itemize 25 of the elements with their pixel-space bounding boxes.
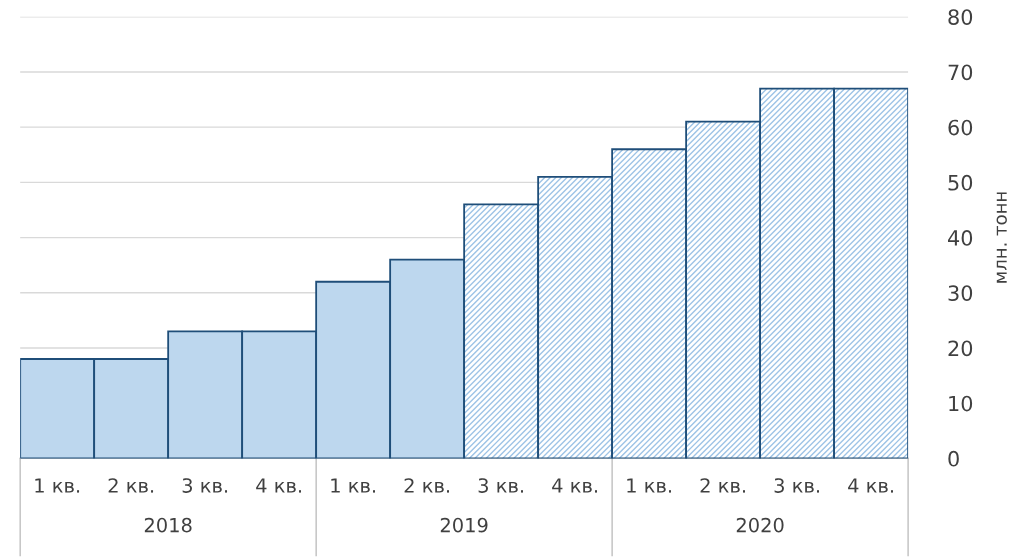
- y-tick-label: 50: [948, 174, 973, 191]
- x-tick-label: 2 кв.: [700, 478, 745, 493]
- x-tick-label: 3 кв.: [478, 478, 524, 493]
- y-tick-label: 60: [948, 119, 973, 136]
- x-tick-label: 1 кв.: [35, 478, 80, 493]
- x-tick-label: 4 кв.: [552, 478, 597, 493]
- y-tick-label: 30: [948, 285, 973, 301]
- text: 2018: [144, 517, 192, 533]
- y-tick-label: 40: [948, 230, 973, 246]
- x-tick-label: 3 кв.: [182, 478, 228, 493]
- x-tick-label: 4 кв.: [256, 478, 302, 493]
- y-tick-label: 0: [948, 450, 959, 467]
- x-tick-label: 3 кв.: [774, 478, 819, 493]
- y-axis-title: млн. тонн: [996, 192, 1007, 283]
- y-tick-label: 20: [948, 340, 973, 357]
- text: 2020: [736, 517, 784, 533]
- x-tick-label: 2 кв.: [404, 478, 450, 493]
- y-tick-label: 10: [949, 395, 973, 412]
- x-tick-label: 1 кв.: [627, 478, 671, 493]
- x-tick-label: 4 кв.: [848, 478, 893, 493]
- x-tick-label: 1 кв.: [331, 478, 376, 493]
- text: 2019: [440, 517, 488, 533]
- y-tick-label: 80: [948, 9, 973, 25]
- x-tick-label: 2 кв.: [108, 478, 154, 493]
- y-tick-label: 70: [948, 64, 973, 81]
